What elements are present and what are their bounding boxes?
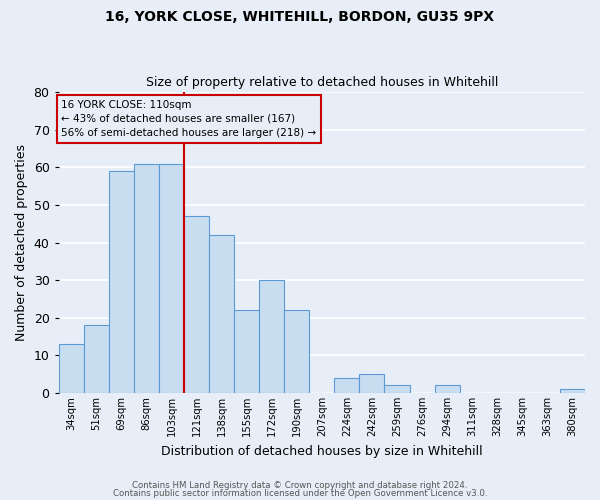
Bar xyxy=(560,390,585,393)
Text: 16, YORK CLOSE, WHITEHILL, BORDON, GU35 9PX: 16, YORK CLOSE, WHITEHILL, BORDON, GU35 … xyxy=(106,10,494,24)
Bar xyxy=(83,326,109,393)
Bar xyxy=(284,310,309,393)
Bar xyxy=(209,235,234,393)
X-axis label: Distribution of detached houses by size in Whitehill: Distribution of detached houses by size … xyxy=(161,444,482,458)
Bar xyxy=(434,386,460,393)
Text: Contains public sector information licensed under the Open Government Licence v3: Contains public sector information licen… xyxy=(113,488,487,498)
Bar xyxy=(385,386,410,393)
Text: 16 YORK CLOSE: 110sqm
← 43% of detached houses are smaller (167)
56% of semi-det: 16 YORK CLOSE: 110sqm ← 43% of detached … xyxy=(61,100,316,138)
Bar xyxy=(234,310,259,393)
Title: Size of property relative to detached houses in Whitehill: Size of property relative to detached ho… xyxy=(146,76,498,90)
Bar xyxy=(59,344,83,393)
Y-axis label: Number of detached properties: Number of detached properties xyxy=(15,144,28,341)
Bar xyxy=(134,164,159,393)
Bar xyxy=(184,216,209,393)
Bar xyxy=(334,378,359,393)
Bar xyxy=(259,280,284,393)
Bar xyxy=(109,171,134,393)
Text: Contains HM Land Registry data © Crown copyright and database right 2024.: Contains HM Land Registry data © Crown c… xyxy=(132,481,468,490)
Bar xyxy=(159,164,184,393)
Bar xyxy=(359,374,385,393)
